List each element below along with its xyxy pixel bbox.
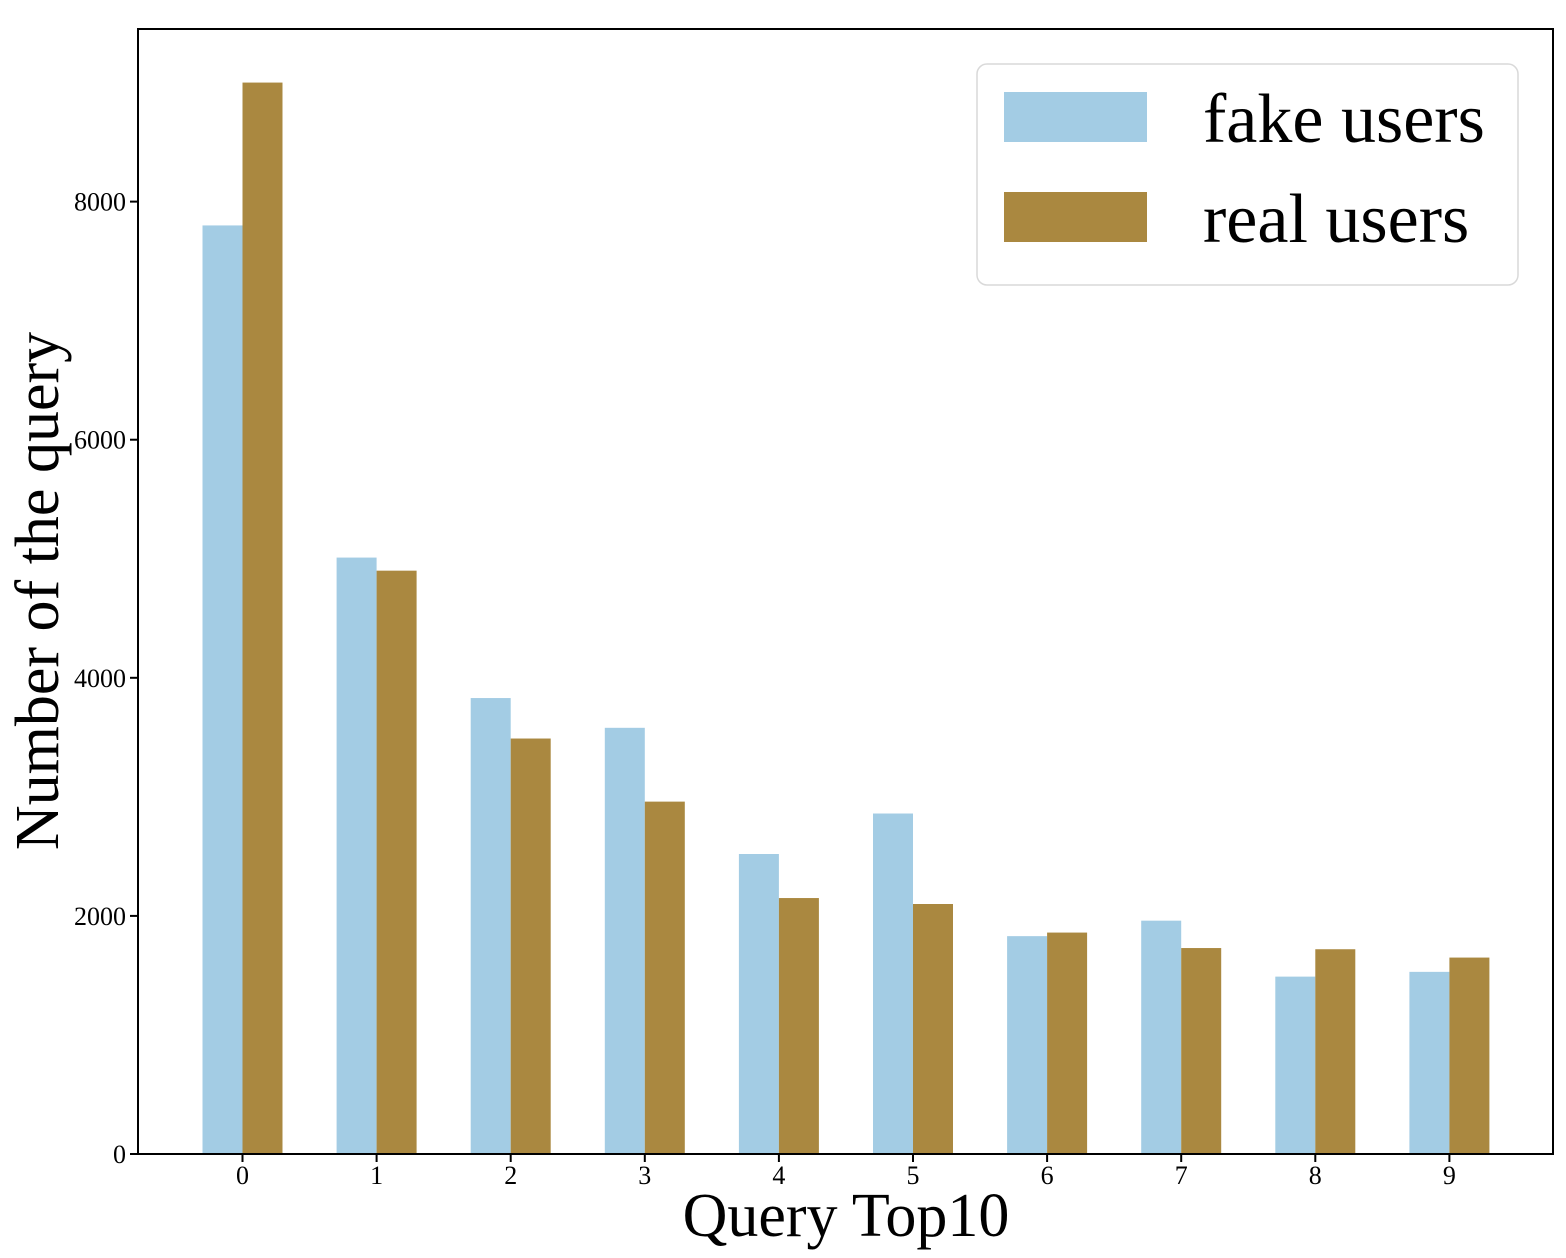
x-tick-label: 1 bbox=[370, 1161, 383, 1190]
bar-fake-5 bbox=[873, 813, 913, 1154]
legend-swatch-fake bbox=[1004, 92, 1147, 142]
y-axis-title: Number of the query bbox=[4, 332, 72, 850]
x-axis-title: Query Top10 bbox=[683, 1182, 1010, 1250]
bar-fake-9 bbox=[1409, 971, 1450, 1154]
bar-real-6 bbox=[1047, 932, 1088, 1154]
legend-label-real: real users bbox=[1203, 181, 1469, 258]
y-axis: 0 2000 4000 6000 8000 bbox=[74, 188, 138, 1169]
bar-real-3 bbox=[644, 801, 685, 1154]
x-tick-label: 3 bbox=[638, 1161, 651, 1190]
y-tick-label: 8000 bbox=[74, 188, 126, 217]
bar-fake-2 bbox=[470, 698, 511, 1154]
x-tick-label: 7 bbox=[1175, 1161, 1188, 1190]
bar-fake-0 bbox=[202, 225, 243, 1154]
x-tick-label: 5 bbox=[907, 1161, 920, 1190]
legend: fake users real users bbox=[976, 63, 1519, 286]
legend-label-fake: fake users bbox=[1203, 81, 1485, 158]
bar-real-5 bbox=[913, 904, 953, 1154]
x-tick-label: 8 bbox=[1309, 1161, 1322, 1190]
bar-real-2 bbox=[510, 738, 551, 1154]
bar-fake-7 bbox=[1141, 920, 1182, 1154]
bar-fake-8 bbox=[1275, 976, 1316, 1154]
x-tick-label: 4 bbox=[772, 1161, 785, 1190]
bar-real-1 bbox=[376, 570, 417, 1154]
bars-group bbox=[202, 82, 1490, 1155]
x-tick-label: 6 bbox=[1041, 1161, 1054, 1190]
bar-fake-3 bbox=[604, 727, 645, 1154]
y-tick-label: 4000 bbox=[74, 664, 126, 693]
bar-real-9 bbox=[1449, 957, 1490, 1154]
y-tick-label: 6000 bbox=[74, 426, 126, 455]
bar-real-0 bbox=[242, 82, 283, 1155]
bar-real-4 bbox=[778, 898, 819, 1154]
legend-swatch-real bbox=[1004, 192, 1147, 242]
bar-fake-1 bbox=[336, 557, 377, 1154]
plot-frame bbox=[137, 28, 1554, 1155]
bar-real-7 bbox=[1181, 948, 1222, 1154]
x-axis: 0 1 2 3 4 5 6 7 8 9 bbox=[236, 1154, 1456, 1190]
bar-real-8 bbox=[1315, 949, 1356, 1154]
y-tick-label: 2000 bbox=[74, 902, 126, 931]
x-tick-label: 0 bbox=[236, 1161, 249, 1190]
bar-fake-4 bbox=[738, 854, 779, 1154]
x-tick-label: 9 bbox=[1443, 1161, 1456, 1190]
y-tick-label: 0 bbox=[113, 1140, 126, 1169]
x-tick-label: 2 bbox=[504, 1161, 517, 1190]
bar-fake-6 bbox=[1007, 936, 1048, 1154]
